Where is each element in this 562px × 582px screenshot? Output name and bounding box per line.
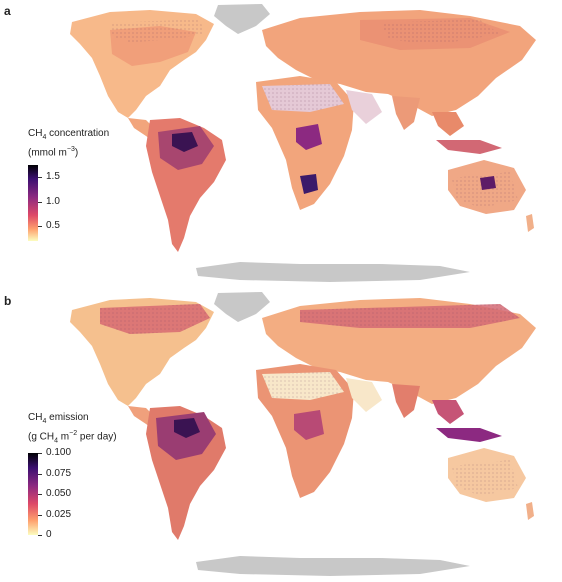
se-asia-shape xyxy=(432,112,464,136)
new-zealand-shape xyxy=(526,214,534,232)
sahara-dots-b xyxy=(262,372,344,400)
colorbar-tick xyxy=(38,226,42,228)
indonesia-shape-b xyxy=(436,428,502,442)
panel-letter-b: b xyxy=(4,294,12,308)
australia-dots-b xyxy=(452,460,518,496)
colorbar-tick xyxy=(38,177,42,179)
antarctica-shape-b xyxy=(196,556,470,576)
north-america-dots xyxy=(112,20,204,42)
eurasia-dots xyxy=(380,20,500,44)
legend-b-title-line-2: (g CH4 m−2 per day) xyxy=(28,430,117,445)
new-zealand-shape-b xyxy=(526,502,534,520)
australia-high xyxy=(480,176,496,190)
colorbar-tick xyxy=(38,494,42,496)
arabia-shape-b xyxy=(346,378,382,412)
congo-high-b xyxy=(294,410,324,440)
legend-a: CH4 concentration (mmol m−3) 1.5 1.0 0.5 xyxy=(28,128,110,242)
map-a xyxy=(70,4,536,282)
colorbar-tick-label: 1.0 xyxy=(46,196,60,208)
indonesia-shape xyxy=(436,140,502,154)
colorbar-tick-label: 0 xyxy=(46,529,52,541)
siberia-dots-b xyxy=(300,304,520,328)
colorbar-tick-label: 0.050 xyxy=(46,488,72,500)
colorbar-a xyxy=(28,165,38,242)
colorbar-tick xyxy=(38,453,42,455)
australia-dots xyxy=(452,172,518,208)
colorbar-tick xyxy=(38,474,42,476)
legend-b-title-line-1: CH4 emission xyxy=(28,412,89,425)
colorbar-tick xyxy=(38,515,42,517)
greenland-shape-b xyxy=(214,292,270,322)
congo-high xyxy=(296,124,322,150)
antarctica-shape xyxy=(196,262,470,282)
map-b xyxy=(70,292,536,576)
legend-a-title-line-2: (mmol m−3) xyxy=(28,146,79,159)
colorbar-tick-label: 0.075 xyxy=(46,468,72,480)
sahara-dots xyxy=(262,84,344,112)
arabia-shape xyxy=(346,90,382,124)
boreal-dots-b xyxy=(100,304,210,334)
colorbar-tick-label: 0.100 xyxy=(46,447,72,459)
amazon-peak-b xyxy=(174,418,200,438)
colorbar-tick-label: 0.025 xyxy=(46,509,72,521)
legend-b: CH4 emission (g CH4 m−2 per day) 0.100 0.… xyxy=(28,412,117,540)
legend-a-title-line-1: CH4 concentration xyxy=(28,128,110,141)
colorbar-tick-label: 1.5 xyxy=(46,171,60,183)
colorbar-tick xyxy=(38,202,42,204)
okavango-peak xyxy=(300,174,318,194)
panel-letter-a: a xyxy=(4,4,11,18)
colorbar-b xyxy=(28,453,38,536)
panel-b-emission-map: b CH4 emission (g CH4 m−2 per day) xyxy=(0,288,562,582)
india-shape-b xyxy=(392,384,420,418)
amazon-peak xyxy=(172,132,198,152)
se-asia-shape-b xyxy=(432,400,464,424)
colorbar-tick xyxy=(38,535,42,537)
colorbar-tick-label: 0.5 xyxy=(46,220,60,232)
greenland-shape xyxy=(214,4,270,34)
india-shape xyxy=(392,96,420,130)
panel-a-concentration-map: a xyxy=(0,0,562,288)
